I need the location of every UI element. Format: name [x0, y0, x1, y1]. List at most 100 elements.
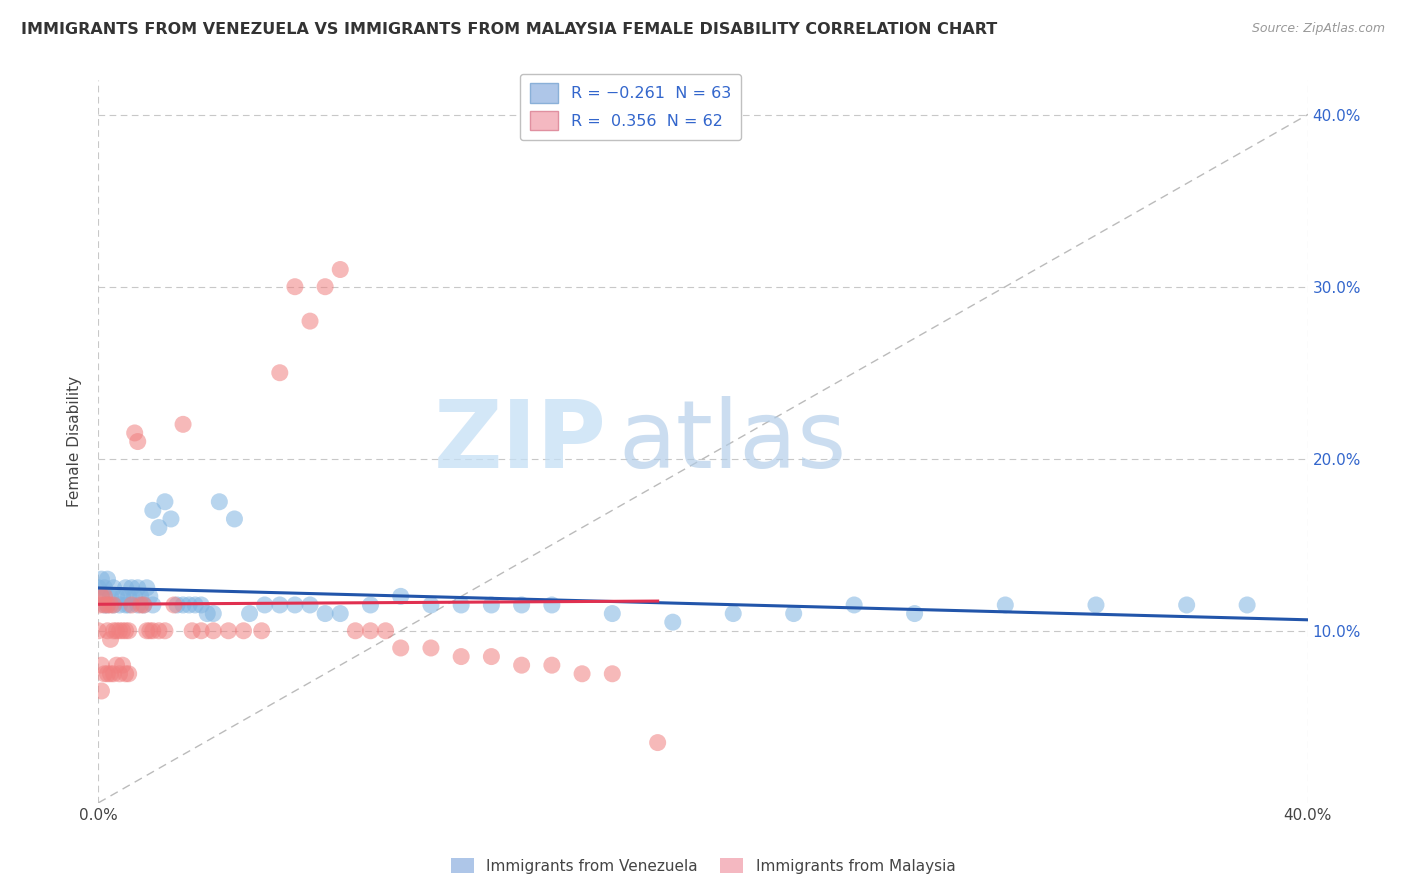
Point	[374, 624, 396, 638]
Point	[135, 581, 157, 595]
Point	[1175, 598, 1198, 612]
Point	[344, 624, 367, 638]
Point	[172, 598, 194, 612]
Point	[129, 598, 152, 612]
Point	[139, 624, 162, 638]
Point	[202, 607, 225, 621]
Point	[87, 624, 110, 638]
Point	[253, 598, 276, 612]
Point	[224, 512, 246, 526]
Point	[139, 590, 162, 604]
Point	[148, 624, 170, 638]
Point	[661, 615, 683, 630]
Point	[96, 666, 118, 681]
Point	[124, 590, 146, 604]
Point	[100, 590, 122, 604]
Point	[329, 262, 352, 277]
Legend: Immigrants from Venezuela, Immigrants from Malaysia: Immigrants from Venezuela, Immigrants fr…	[444, 852, 962, 880]
Point	[90, 658, 112, 673]
Point	[89, 598, 111, 612]
Point	[90, 572, 112, 586]
Point	[108, 624, 131, 638]
Point	[114, 581, 136, 595]
Point	[118, 624, 141, 638]
Point	[239, 607, 262, 621]
Point	[103, 598, 125, 612]
Point	[153, 624, 176, 638]
Point	[90, 590, 112, 604]
Point	[153, 494, 176, 508]
Point	[284, 598, 307, 612]
Point	[105, 624, 128, 638]
Point	[250, 624, 273, 638]
Point	[105, 658, 128, 673]
Point	[510, 658, 533, 673]
Point	[540, 598, 562, 612]
Point	[314, 607, 336, 621]
Point	[163, 598, 186, 612]
Point	[232, 624, 254, 638]
Point	[329, 607, 352, 621]
Point	[179, 598, 201, 612]
Point	[93, 581, 115, 595]
Point	[114, 624, 136, 638]
Point	[142, 624, 165, 638]
Point	[90, 684, 112, 698]
Point	[90, 590, 112, 604]
Point	[142, 598, 165, 612]
Point	[602, 607, 624, 621]
Point	[111, 624, 134, 638]
Point	[269, 598, 291, 612]
Text: ZIP: ZIP	[433, 395, 606, 488]
Point	[124, 425, 146, 440]
Point	[100, 632, 122, 647]
Point	[127, 581, 149, 595]
Point	[166, 598, 188, 612]
Point	[87, 581, 110, 595]
Point	[190, 624, 212, 638]
Point	[389, 640, 412, 655]
Point	[108, 598, 131, 612]
Point	[299, 598, 322, 612]
Point	[844, 598, 866, 612]
Point	[148, 520, 170, 534]
Point	[103, 598, 125, 612]
Point	[571, 666, 593, 681]
Point	[202, 624, 225, 638]
Point	[1085, 598, 1108, 612]
Point	[103, 666, 125, 681]
Point	[105, 590, 128, 604]
Point	[96, 624, 118, 638]
Point	[195, 607, 218, 621]
Point	[111, 658, 134, 673]
Point	[127, 598, 149, 612]
Point	[142, 503, 165, 517]
Point	[420, 640, 443, 655]
Point	[172, 417, 194, 432]
Text: IMMIGRANTS FROM VENEZUELA VS IMMIGRANTS FROM MALAYSIA FEMALE DISABILITY CORRELAT: IMMIGRANTS FROM VENEZUELA VS IMMIGRANTS …	[21, 22, 997, 37]
Point	[181, 624, 204, 638]
Point	[121, 581, 143, 595]
Point	[904, 607, 927, 621]
Point	[314, 279, 336, 293]
Point	[450, 649, 472, 664]
Point	[602, 666, 624, 681]
Point	[93, 666, 115, 681]
Point	[114, 666, 136, 681]
Point	[190, 598, 212, 612]
Point	[360, 624, 382, 638]
Point	[160, 512, 183, 526]
Point	[93, 590, 115, 604]
Point	[420, 598, 443, 612]
Point	[108, 666, 131, 681]
Point	[217, 624, 239, 638]
Point	[93, 598, 115, 612]
Point	[127, 434, 149, 449]
Y-axis label: Female Disability: Female Disability	[67, 376, 83, 508]
Point	[121, 598, 143, 612]
Point	[540, 658, 562, 673]
Point	[1236, 598, 1258, 612]
Point	[93, 598, 115, 612]
Point	[129, 590, 152, 604]
Point	[135, 624, 157, 638]
